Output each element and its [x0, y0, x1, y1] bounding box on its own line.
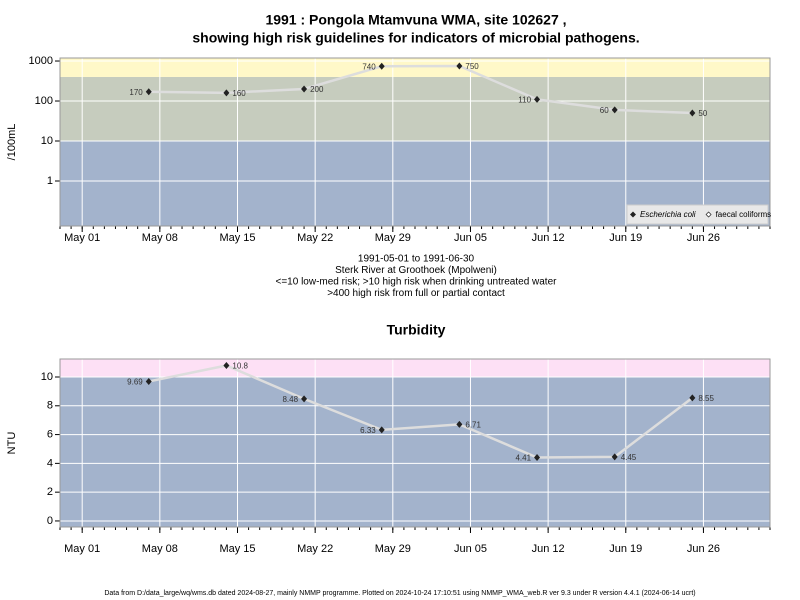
value-label: 170	[129, 88, 143, 97]
data-point	[611, 453, 618, 461]
data-point	[611, 106, 618, 114]
y-axis-label: NTU	[6, 432, 18, 455]
legend-marker	[705, 211, 712, 218]
data-point	[223, 89, 230, 97]
value-label: 8.55	[698, 394, 714, 403]
data-point	[456, 62, 463, 70]
y-tick-label: 1000	[29, 55, 53, 67]
value-label: 8.48	[282, 395, 298, 404]
value-label: 6.71	[465, 420, 481, 429]
y-tick-label: 100	[35, 95, 53, 107]
x-tick-label: May 08	[142, 543, 178, 555]
chart-title: 1991 : Pongola Mtamvuna WMA, site 102627…	[265, 12, 566, 28]
y-tick-label: 6	[47, 428, 53, 440]
x-tick-label: May 08	[142, 232, 178, 244]
data-point	[456, 420, 463, 428]
x-tick-label: Jun 19	[609, 232, 642, 244]
x-tick-label: May 15	[219, 232, 255, 244]
x-tick-label: Jun 26	[687, 232, 720, 244]
footer: Data from D:/data_large/wq/wms.db dated …	[104, 590, 695, 597]
plot-frame	[59, 57, 771, 227]
data-line	[148, 64, 693, 115]
y-tick-label: 4	[47, 457, 53, 469]
x-tick-label: Jun 12	[532, 543, 565, 555]
chart-title: Turbidity	[387, 322, 446, 338]
data-point	[689, 394, 696, 402]
x-tick-label: May 22	[297, 543, 333, 555]
value-label: 50	[698, 109, 707, 118]
y-tick-label: 10	[41, 135, 53, 147]
caption: >400 high risk from full or partial cont…	[327, 288, 505, 299]
x-tick-label: Jun 19	[609, 543, 642, 555]
x-tick-label: May 01	[64, 232, 100, 244]
y-tick-label: 0	[47, 515, 53, 527]
caption: <=10 low-med risk; >10 high risk when dr…	[276, 277, 558, 288]
value-label: 160	[232, 89, 246, 98]
value-label: 10.8	[232, 362, 248, 371]
x-tick-label: May 15	[219, 543, 255, 555]
value-label: 750	[465, 62, 479, 71]
y-axis-label: /100mL	[6, 124, 18, 161]
value-label: 740	[362, 62, 376, 71]
legend-label: Escherichia coli	[640, 210, 696, 219]
value-label: 4.45	[621, 453, 637, 462]
data-point	[378, 426, 385, 434]
data-point	[223, 361, 230, 369]
x-tick-label: Jun 05	[454, 232, 487, 244]
y-tick-label: 1	[47, 175, 53, 187]
y-tick-label: 2	[47, 486, 53, 498]
plot-frame	[59, 358, 771, 528]
data-line	[148, 364, 694, 459]
x-tick-label: May 29	[375, 232, 411, 244]
value-label: 9.69	[127, 378, 143, 387]
y-tick-label: 10	[41, 371, 53, 383]
legend-box	[626, 204, 769, 225]
y-tick-label: 8	[47, 400, 53, 412]
data-point	[689, 109, 696, 117]
x-tick-label: Jun 05	[454, 543, 487, 555]
data-point	[534, 95, 541, 103]
data-point	[378, 62, 385, 70]
data-point	[145, 377, 152, 385]
x-tick-label: May 01	[64, 543, 100, 555]
risk-band	[60, 76, 770, 142]
x-tick-label: May 29	[375, 543, 411, 555]
data-point	[534, 453, 541, 461]
legend-label: faecal coliforms	[716, 210, 772, 219]
caption: Sterk River at Groothoek (Mpolweni)	[335, 265, 497, 276]
x-tick-label: May 22	[297, 232, 333, 244]
risk-band	[60, 376, 770, 527]
x-tick-label: Jun 12	[532, 232, 565, 244]
risk-band	[60, 359, 770, 377]
value-label: 6.33	[360, 426, 376, 435]
value-label: 4.41	[515, 454, 531, 463]
chart-title: showing high risk guidelines for indicat…	[192, 30, 639, 46]
caption: 1991-05-01 to 1991-06-30	[358, 254, 475, 265]
value-label: 200	[310, 85, 324, 94]
x-tick-label: Jun 26	[687, 543, 720, 555]
data-point	[301, 85, 308, 93]
legend-marker	[630, 211, 636, 218]
data-point	[145, 88, 152, 96]
value-label: 60	[600, 106, 609, 115]
data-point	[301, 395, 308, 403]
value-label: 110	[518, 95, 531, 104]
